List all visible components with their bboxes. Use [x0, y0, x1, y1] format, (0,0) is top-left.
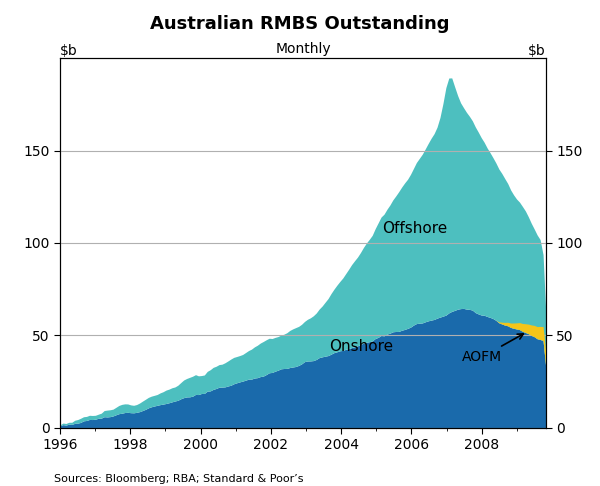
Title: Monthly: Monthly: [275, 42, 331, 56]
Text: Onshore: Onshore: [329, 339, 394, 354]
Text: $b: $b: [528, 44, 546, 57]
Text: Australian RMBS Outstanding: Australian RMBS Outstanding: [150, 15, 450, 33]
Text: $b: $b: [60, 44, 78, 57]
Text: Sources: Bloomberg; RBA; Standard & Poor’s: Sources: Bloomberg; RBA; Standard & Poor…: [54, 473, 304, 484]
Text: Offshore: Offshore: [382, 221, 448, 236]
Text: AOFM: AOFM: [461, 334, 523, 364]
